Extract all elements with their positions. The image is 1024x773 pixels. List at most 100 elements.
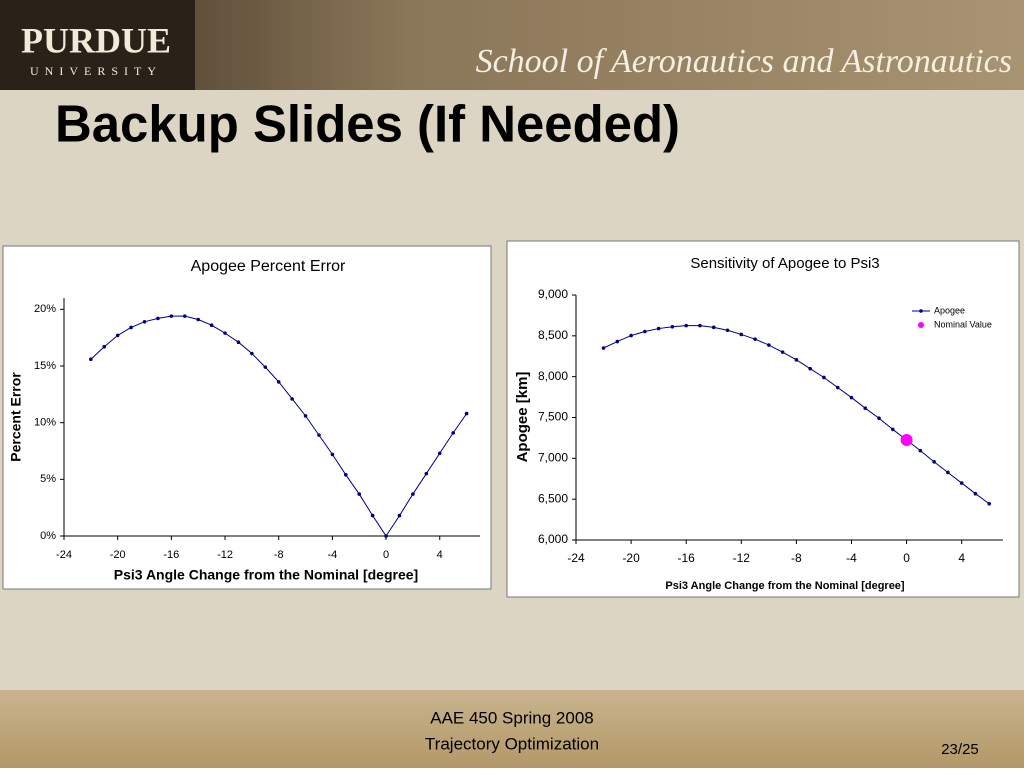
data-point [643, 329, 647, 334]
y-tick-label: 10% [34, 417, 56, 429]
data-point [656, 326, 661, 331]
data-point [102, 344, 107, 349]
data-point [169, 314, 174, 318]
nominal-point [900, 434, 913, 447]
data-point [182, 314, 187, 318]
logo: PURDUE [21, 20, 171, 60]
data-point [946, 470, 950, 475]
data-point [451, 431, 455, 435]
x-tick-label: -24 [56, 549, 72, 561]
data-point [780, 350, 785, 354]
data-point [725, 328, 730, 333]
data-point [808, 366, 812, 371]
data-point [711, 325, 716, 330]
x-tick-label: 0 [383, 549, 389, 561]
x-tick-label: -24 [567, 551, 585, 565]
data-point [303, 414, 308, 418]
data-point [932, 460, 936, 464]
x-axis-label: Psi3 Angle Change from the Nominal [degr… [114, 567, 418, 583]
x-tick-label: -20 [110, 549, 126, 561]
x-tick-label: -4 [327, 549, 337, 561]
data-point [835, 385, 840, 390]
data-point [670, 324, 675, 329]
page-number: 23/25 [941, 741, 979, 758]
data-point [115, 333, 120, 338]
y-tick-label: 8,000 [538, 369, 568, 383]
data-point [464, 411, 469, 416]
data-point [959, 481, 964, 485]
y-tick-label: 0% [40, 530, 56, 542]
data-point [142, 320, 147, 324]
x-tick-label: -16 [678, 551, 696, 565]
data-point [250, 351, 254, 356]
legend-marker [918, 322, 924, 328]
data-point [370, 513, 375, 518]
data-point [629, 333, 633, 338]
x-axis-label: Psi3 Angle Change from the Nominal [degr… [665, 580, 905, 592]
data-point [196, 317, 200, 322]
x-tick-label: -16 [163, 549, 179, 561]
data-point [330, 452, 335, 457]
y-tick-label: 7,500 [538, 410, 568, 424]
x-tick-label: 4 [437, 549, 443, 561]
chart-frame [506, 240, 1020, 598]
y-tick-label: 7,000 [538, 451, 568, 465]
x-tick-label: -8 [274, 549, 284, 561]
school-name: School of Aeronautics and Astronautics [476, 43, 1012, 80]
data-point [615, 339, 620, 344]
slide-title: Backup Slides (If Needed) [55, 96, 680, 154]
data-point [317, 433, 321, 437]
data-point [411, 492, 415, 496]
data-point [209, 323, 214, 328]
footer-band [0, 690, 1024, 768]
data-point [344, 473, 348, 477]
data-point [767, 343, 771, 347]
data-point [357, 492, 362, 496]
x-tick-label: -8 [791, 551, 802, 565]
chart-title: Apogee Percent Error [191, 258, 346, 275]
x-tick-label: -20 [622, 551, 640, 565]
data-point [891, 427, 895, 432]
y-tick-label: 6,500 [538, 491, 568, 505]
footer-subtitle: Trajectory Optimization [425, 734, 599, 753]
data-point [263, 365, 268, 369]
data-point [276, 380, 281, 384]
y-tick-label: 5% [40, 473, 56, 485]
data-point [918, 448, 923, 453]
y-tick-label: 8,500 [538, 328, 568, 342]
data-point [849, 395, 854, 400]
data-point [156, 316, 160, 321]
data-point [89, 357, 93, 362]
chart-frame [2, 245, 492, 590]
data-point [698, 323, 702, 328]
y-tick-label: 20% [34, 303, 56, 315]
data-point [384, 534, 388, 538]
data-point [236, 340, 241, 345]
x-tick-label: 0 [903, 551, 910, 565]
y-tick-label: 15% [34, 360, 56, 372]
data-point [739, 332, 744, 337]
x-tick-label: -12 [217, 549, 233, 561]
data-point [397, 513, 402, 518]
y-tick-label: 9,000 [538, 287, 568, 301]
chart-title: Sensitivity of Apogee to Psi3 [690, 255, 879, 272]
x-tick-label: -12 [733, 551, 751, 565]
data-point [437, 451, 442, 456]
legend-marker [919, 309, 923, 313]
legend-label: Nominal Value [934, 319, 992, 329]
data-point [601, 346, 606, 350]
y-axis-label: Apogee [km] [514, 372, 531, 463]
data-point [987, 501, 992, 506]
y-tick-label: 6,000 [538, 532, 568, 546]
y-axis-label: Percent Error [8, 372, 24, 462]
data-point [424, 471, 429, 476]
data-point [877, 416, 881, 421]
data-point [684, 323, 688, 328]
data-point [822, 375, 826, 380]
data-point [794, 358, 799, 362]
data-point [973, 491, 978, 496]
data-point [290, 397, 294, 401]
data-point [753, 337, 757, 341]
